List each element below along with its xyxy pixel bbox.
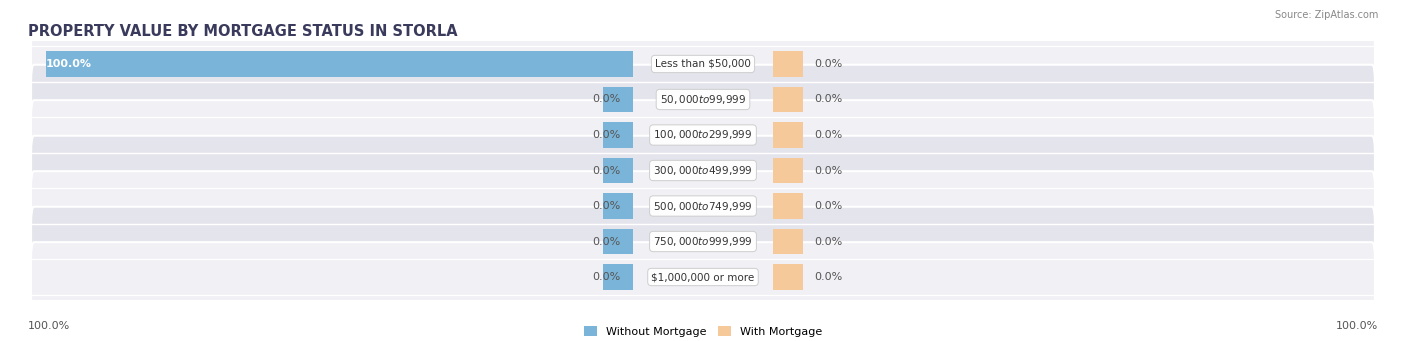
Text: 0.0%: 0.0%: [592, 130, 621, 140]
Text: $500,000 to $749,999: $500,000 to $749,999: [654, 199, 752, 212]
Text: Less than $50,000: Less than $50,000: [655, 59, 751, 69]
Text: 0.0%: 0.0%: [814, 130, 842, 140]
Text: 100.0%: 100.0%: [28, 321, 70, 330]
Text: $1,000,000 or more: $1,000,000 or more: [651, 272, 755, 282]
Text: $300,000 to $499,999: $300,000 to $499,999: [654, 164, 752, 177]
Bar: [603, 87, 633, 112]
Text: $100,000 to $299,999: $100,000 to $299,999: [654, 129, 752, 142]
Text: $750,000 to $999,999: $750,000 to $999,999: [654, 235, 752, 248]
Text: 0.0%: 0.0%: [814, 201, 842, 211]
Bar: [773, 51, 803, 77]
Text: 100.0%: 100.0%: [1336, 321, 1378, 330]
Bar: [603, 193, 633, 219]
Legend: Without Mortgage, With Mortgage: Without Mortgage, With Mortgage: [579, 322, 827, 341]
FancyBboxPatch shape: [31, 171, 1375, 241]
Bar: [773, 229, 803, 254]
FancyBboxPatch shape: [31, 242, 1375, 312]
Bar: [603, 122, 633, 148]
Text: 0.0%: 0.0%: [592, 272, 621, 282]
Text: 0.0%: 0.0%: [814, 165, 842, 176]
FancyBboxPatch shape: [31, 136, 1375, 205]
Bar: [773, 122, 803, 148]
Bar: [773, 264, 803, 290]
FancyBboxPatch shape: [31, 207, 1375, 276]
Text: $50,000 to $99,999: $50,000 to $99,999: [659, 93, 747, 106]
Text: 0.0%: 0.0%: [814, 59, 842, 69]
Text: 0.0%: 0.0%: [814, 94, 842, 104]
Bar: [773, 87, 803, 112]
Bar: [773, 193, 803, 219]
Text: Source: ZipAtlas.com: Source: ZipAtlas.com: [1274, 10, 1378, 20]
FancyBboxPatch shape: [31, 100, 1375, 170]
Text: 0.0%: 0.0%: [592, 237, 621, 247]
Text: PROPERTY VALUE BY MORTGAGE STATUS IN STORLA: PROPERTY VALUE BY MORTGAGE STATUS IN STO…: [28, 24, 458, 39]
FancyBboxPatch shape: [31, 65, 1375, 134]
Text: 0.0%: 0.0%: [814, 237, 842, 247]
Text: 0.0%: 0.0%: [814, 272, 842, 282]
Bar: [773, 158, 803, 183]
Text: 0.0%: 0.0%: [592, 94, 621, 104]
FancyBboxPatch shape: [31, 29, 1375, 99]
Text: 100.0%: 100.0%: [46, 59, 91, 69]
Bar: [603, 158, 633, 183]
Bar: [603, 229, 633, 254]
Bar: [46, 51, 633, 77]
Bar: [603, 264, 633, 290]
Text: 0.0%: 0.0%: [592, 165, 621, 176]
Text: 0.0%: 0.0%: [592, 201, 621, 211]
